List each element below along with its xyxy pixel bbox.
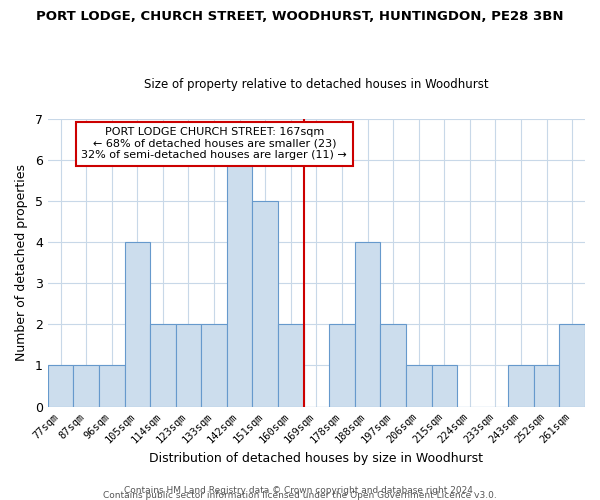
Bar bbox=[176, 324, 201, 406]
Bar bbox=[534, 366, 559, 406]
Text: Contains HM Land Registry data © Crown copyright and database right 2024.: Contains HM Land Registry data © Crown c… bbox=[124, 486, 476, 495]
Bar bbox=[48, 366, 73, 406]
Bar bbox=[73, 366, 99, 406]
Bar bbox=[125, 242, 150, 406]
Bar bbox=[355, 242, 380, 406]
Bar bbox=[380, 324, 406, 406]
Bar bbox=[431, 366, 457, 406]
Bar bbox=[508, 366, 534, 406]
Title: Size of property relative to detached houses in Woodhurst: Size of property relative to detached ho… bbox=[144, 78, 489, 91]
Text: PORT LODGE, CHURCH STREET, WOODHURST, HUNTINGDON, PE28 3BN: PORT LODGE, CHURCH STREET, WOODHURST, HU… bbox=[36, 10, 564, 23]
Text: PORT LODGE CHURCH STREET: 167sqm
← 68% of detached houses are smaller (23)
32% o: PORT LODGE CHURCH STREET: 167sqm ← 68% o… bbox=[82, 127, 347, 160]
Text: Contains public sector information licensed under the Open Government Licence v3: Contains public sector information licen… bbox=[103, 490, 497, 500]
Bar bbox=[406, 366, 431, 406]
Bar bbox=[329, 324, 355, 406]
X-axis label: Distribution of detached houses by size in Woodhurst: Distribution of detached houses by size … bbox=[149, 452, 484, 465]
Bar bbox=[150, 324, 176, 406]
Y-axis label: Number of detached properties: Number of detached properties bbox=[15, 164, 28, 361]
Bar bbox=[253, 201, 278, 406]
Bar bbox=[559, 324, 585, 406]
Bar bbox=[227, 160, 253, 406]
Bar bbox=[99, 366, 125, 406]
Bar bbox=[278, 324, 304, 406]
Bar bbox=[201, 324, 227, 406]
